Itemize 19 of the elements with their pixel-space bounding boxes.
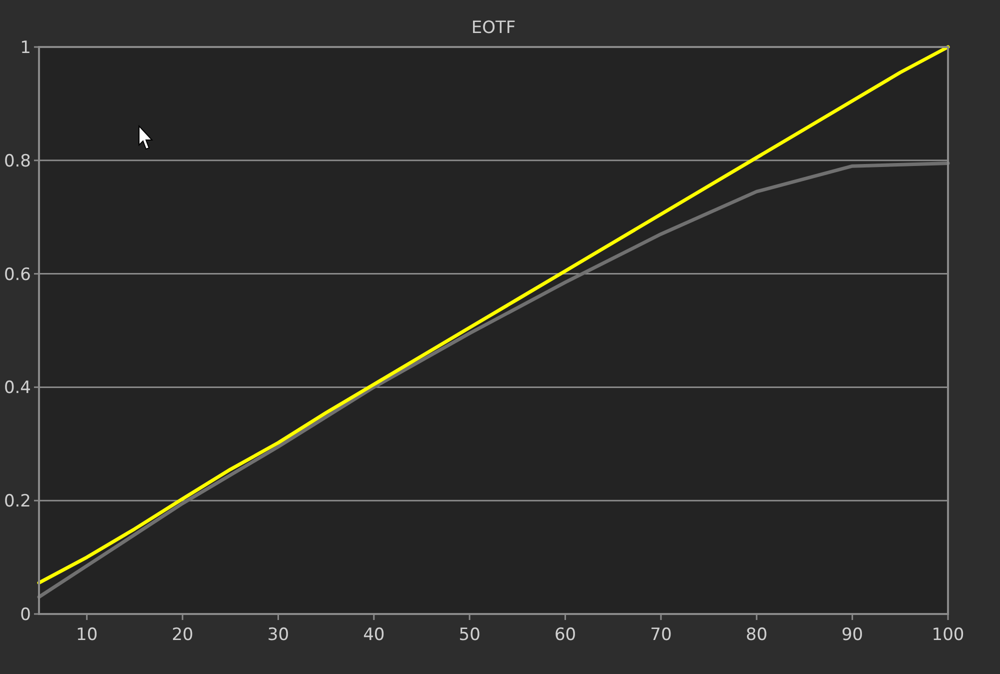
y-tick-label: 0.6 [4,264,31,285]
line-series [37,45,950,585]
y-tick-label: 0.4 [4,378,31,398]
x-tick-label: 100 [932,625,964,645]
x-tick-label: 30 [267,625,290,645]
chart-title: EOTF [471,18,516,38]
y-tick-label: 0 [20,605,31,625]
x-tick-label: 70 [650,625,672,645]
x-tick-label: 10 [76,625,98,645]
x-tick-label: 90 [841,625,864,645]
x-tick-label: 50 [458,625,480,645]
x-tick-label: 20 [172,625,194,645]
line-series [37,161,950,599]
x-tick-label: 80 [746,625,768,645]
x-tick-label: 40 [363,625,385,645]
y-tick-label: 0.8 [4,151,31,172]
y-tick-label: 0.2 [4,492,31,512]
y-tick-label: 1 [20,38,31,58]
x-tick-label: 60 [554,625,576,645]
